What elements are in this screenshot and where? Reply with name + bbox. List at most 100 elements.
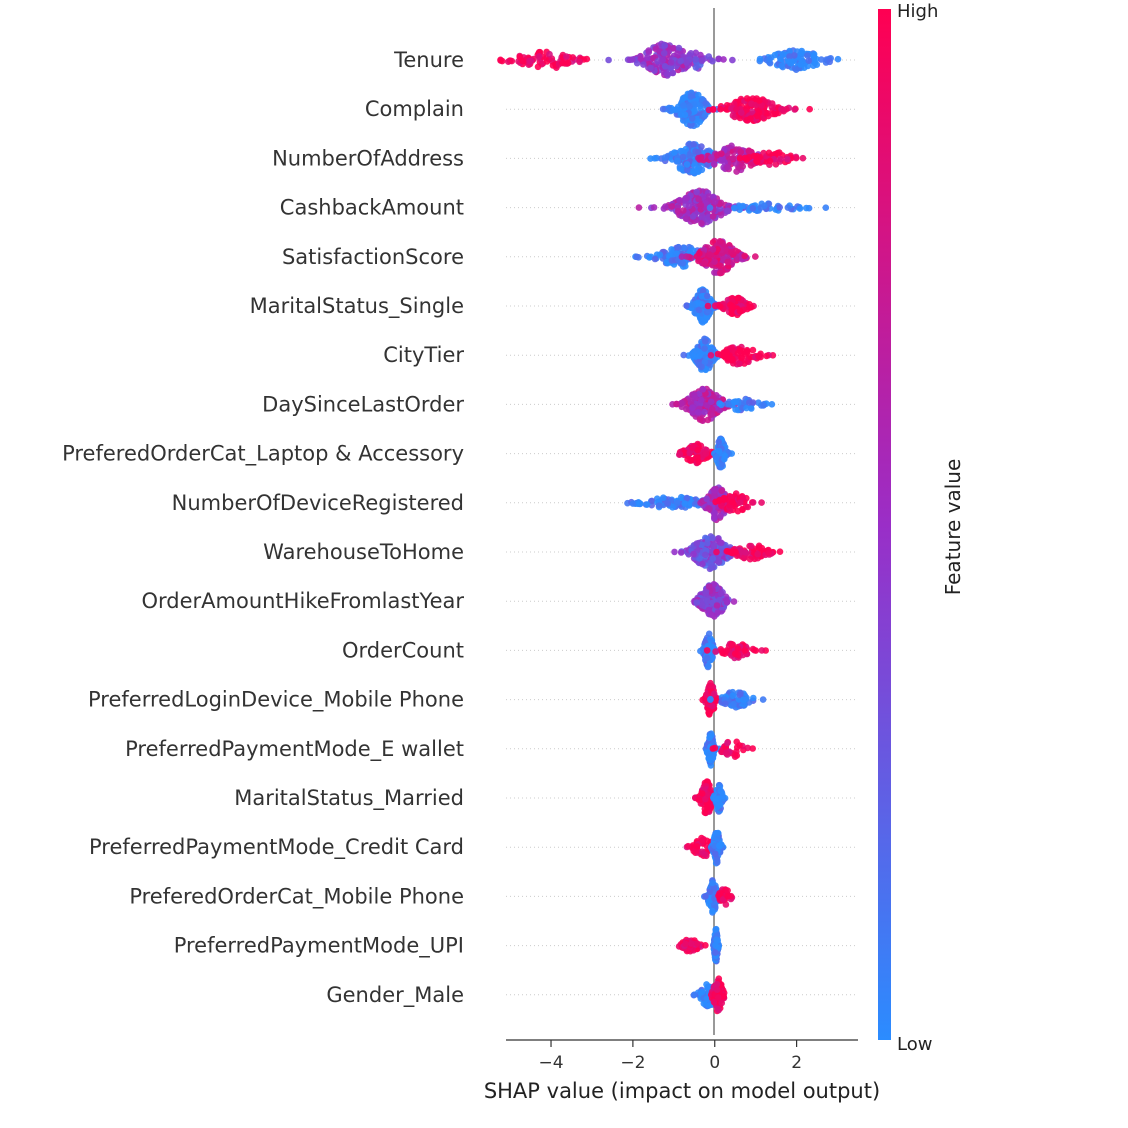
shap-point — [671, 548, 678, 556]
shap-point — [768, 401, 776, 408]
shap-point — [696, 118, 704, 126]
shap-point — [719, 792, 727, 800]
shap-point — [700, 260, 708, 267]
shap-point — [668, 246, 675, 253]
shap-point — [648, 497, 656, 505]
shap-point — [710, 998, 718, 1006]
shap-point — [684, 842, 692, 850]
shap-point — [681, 111, 689, 119]
shap-point — [704, 597, 711, 605]
shap-point — [666, 252, 673, 259]
shap-point — [686, 449, 693, 457]
feature-labels: Tenure Complain NumberOfAddress CashbackAmo… — [62, 48, 464, 1008]
shap-point — [729, 56, 736, 64]
shap-point — [729, 692, 736, 700]
shap-point — [526, 57, 533, 65]
shap-point — [761, 202, 768, 210]
shap-point — [695, 149, 702, 156]
shap-point — [779, 106, 787, 114]
shap-point — [519, 57, 526, 65]
shap-point — [784, 204, 792, 211]
shap-point — [712, 850, 719, 858]
shap-point — [695, 195, 702, 203]
shap-point — [689, 115, 696, 122]
shap-point — [673, 400, 680, 408]
shap-point — [710, 690, 718, 698]
shap-point — [682, 215, 690, 222]
shap-point — [698, 300, 705, 308]
shap-point — [708, 611, 715, 618]
shap-point — [739, 163, 747, 170]
shap-point — [705, 583, 713, 590]
shap-point — [715, 994, 722, 1001]
shap-point — [716, 842, 723, 850]
shap-point — [656, 251, 664, 259]
shap-point — [693, 347, 700, 355]
shap-point — [697, 396, 705, 404]
shap-point — [826, 58, 833, 66]
shap-point — [721, 348, 729, 356]
x-tick-label: 2 — [791, 1053, 802, 1073]
shap-point — [709, 534, 716, 542]
shap-point — [727, 641, 735, 648]
shap-point — [689, 409, 696, 416]
shap-point — [702, 942, 709, 949]
feature-label: PreferredPaymentMode_Credit Card — [89, 835, 464, 860]
shap-point — [805, 57, 813, 64]
shap-point — [687, 93, 695, 100]
shap-point — [728, 142, 735, 150]
shap-point — [752, 647, 760, 654]
shap-point — [750, 152, 758, 160]
shap-point — [699, 386, 707, 393]
feature-label: MaritalStatus_Married — [234, 786, 464, 811]
shap-point — [680, 207, 687, 214]
shap-point — [728, 356, 735, 364]
shap-point — [759, 696, 767, 703]
shap-point — [705, 53, 713, 60]
shap-point — [746, 304, 753, 311]
shap-point — [822, 204, 830, 211]
feature-label: CashbackAmount — [280, 196, 464, 220]
shap-point — [663, 258, 671, 266]
shap-point — [674, 157, 681, 165]
shap-point — [741, 154, 749, 162]
shap-point — [695, 306, 703, 314]
shap-point — [708, 752, 716, 759]
shap-point — [698, 363, 705, 371]
shap-point — [715, 944, 722, 952]
colorbar-title: Feature value — [941, 459, 965, 596]
shap-point — [741, 252, 748, 260]
shap-point — [707, 352, 715, 359]
shap-point — [643, 501, 651, 508]
shap-point — [711, 487, 718, 494]
shap-point — [702, 450, 710, 457]
shap-point — [749, 346, 757, 354]
shap-point — [689, 213, 697, 220]
shap-point — [713, 834, 721, 841]
shap-point — [704, 302, 712, 310]
shap-point — [792, 154, 800, 162]
shap-point — [696, 796, 703, 804]
shap-point — [629, 500, 637, 507]
shap-point — [722, 700, 729, 708]
shap-point — [702, 590, 709, 597]
shap-point — [747, 162, 755, 169]
shap-point — [695, 256, 703, 263]
shap-point — [803, 204, 810, 212]
shap-point — [734, 294, 742, 302]
shap-point — [715, 438, 722, 446]
shap-point — [765, 149, 773, 157]
shap-point — [716, 400, 723, 407]
shap-point — [736, 154, 744, 162]
shap-point — [701, 408, 708, 416]
shap-point — [709, 555, 717, 562]
shap-point — [756, 97, 763, 104]
shap-point — [711, 258, 718, 266]
shap-point — [716, 238, 724, 245]
shap-point — [727, 493, 735, 501]
shap-point — [755, 109, 763, 116]
shap-point — [637, 500, 644, 508]
shap-point — [798, 49, 805, 57]
shap-point — [736, 360, 743, 368]
